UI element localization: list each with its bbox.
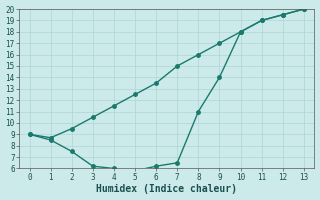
X-axis label: Humidex (Indice chaleur): Humidex (Indice chaleur) xyxy=(96,184,237,194)
